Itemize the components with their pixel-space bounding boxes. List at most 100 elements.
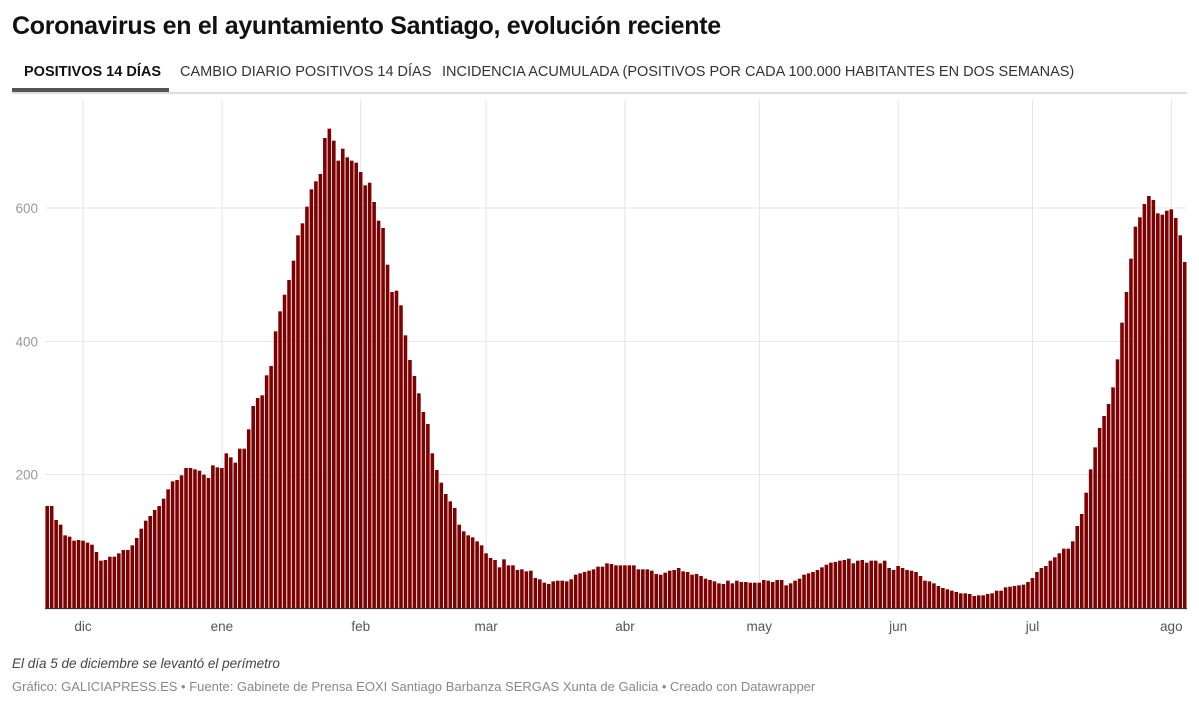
bar	[206, 478, 211, 608]
bar	[202, 474, 206, 608]
y-tick-label: 400	[15, 334, 38, 349]
bar	[914, 572, 918, 608]
bar	[851, 563, 856, 608]
bar	[1070, 541, 1075, 608]
y-tick-label: 200	[15, 468, 38, 483]
bar	[1165, 210, 1169, 608]
bar	[1066, 548, 1071, 608]
bar	[950, 590, 954, 608]
bar	[336, 160, 341, 608]
bar	[363, 185, 367, 609]
bar	[779, 580, 784, 608]
bar	[1039, 568, 1044, 608]
bar	[211, 465, 215, 608]
bar	[376, 220, 381, 608]
bar	[255, 398, 260, 608]
bar	[788, 583, 793, 608]
bar	[443, 494, 448, 608]
bar	[408, 360, 412, 608]
bar	[193, 469, 197, 608]
bar	[108, 556, 112, 608]
bar	[493, 560, 497, 608]
bar	[811, 572, 815, 608]
bar	[85, 542, 90, 608]
bar	[896, 566, 900, 608]
bar	[506, 565, 511, 608]
bar	[470, 537, 475, 608]
bar	[99, 560, 103, 608]
bar	[546, 584, 551, 608]
bar	[121, 550, 126, 608]
bar	[873, 560, 878, 608]
bar	[161, 498, 166, 608]
tab-cambio-diario[interactable]: CAMBIO DIARIO POSITIVOS 14 DÍAS	[180, 64, 432, 80]
bar	[591, 569, 596, 608]
bar	[457, 524, 461, 608]
tab-incidencia-acumulada[interactable]: INCIDENCIA ACUMULADA (POSITIVOS POR CADA…	[442, 64, 1075, 80]
bar	[134, 538, 139, 608]
bar	[291, 260, 296, 608]
bar	[636, 569, 641, 608]
bar	[829, 562, 833, 608]
bar	[708, 580, 712, 608]
bar	[623, 565, 627, 608]
bar	[573, 574, 578, 608]
bar	[560, 580, 564, 608]
axes: 200 400 600 dic ene feb mar abr may jun jul ago	[15, 201, 1187, 634]
bar	[600, 566, 605, 608]
bar	[905, 570, 909, 608]
tab-positivos-14-dias[interactable]: POSITIVOS 14 DÍAS	[24, 64, 161, 80]
bar	[54, 520, 58, 608]
bar	[479, 545, 484, 608]
bar	[497, 567, 502, 608]
bar	[761, 580, 766, 608]
bar	[757, 582, 762, 608]
bar	[332, 140, 336, 608]
bar	[488, 558, 493, 608]
bar	[426, 424, 430, 608]
bar	[582, 572, 587, 608]
x-tick-label: dic	[74, 619, 92, 634]
bar	[524, 571, 529, 608]
bar	[417, 393, 421, 608]
bar	[296, 235, 300, 609]
bar	[1142, 204, 1147, 608]
bar	[484, 553, 488, 608]
bar	[511, 565, 515, 608]
bar	[891, 570, 896, 608]
bar	[1173, 218, 1178, 608]
bar	[806, 573, 811, 608]
bar	[264, 375, 269, 608]
bar	[775, 580, 779, 608]
bar	[972, 596, 977, 608]
bar	[578, 573, 582, 608]
bar	[1160, 214, 1165, 608]
bar	[596, 566, 600, 608]
bar	[632, 565, 636, 608]
bar	[215, 467, 220, 608]
bar	[520, 569, 524, 608]
bar	[1079, 514, 1084, 608]
bar	[1084, 492, 1088, 608]
bar	[717, 583, 721, 608]
bar	[439, 482, 444, 608]
bar	[672, 570, 676, 608]
bar	[1124, 292, 1129, 608]
bar	[770, 582, 775, 608]
bar	[739, 582, 744, 608]
bar	[1017, 585, 1021, 608]
bar	[148, 516, 152, 608]
bar	[605, 563, 609, 608]
bar	[797, 578, 802, 608]
bar	[229, 457, 233, 608]
bar	[824, 564, 829, 608]
chart-note: El día 5 de diciembre se levantó el perí…	[12, 656, 280, 671]
bar	[1035, 572, 1039, 608]
bar	[869, 560, 874, 608]
bar	[390, 292, 394, 608]
bar	[748, 582, 753, 608]
bar	[1156, 213, 1160, 609]
bar	[318, 174, 323, 608]
bar	[1106, 404, 1111, 608]
bar	[542, 582, 547, 608]
